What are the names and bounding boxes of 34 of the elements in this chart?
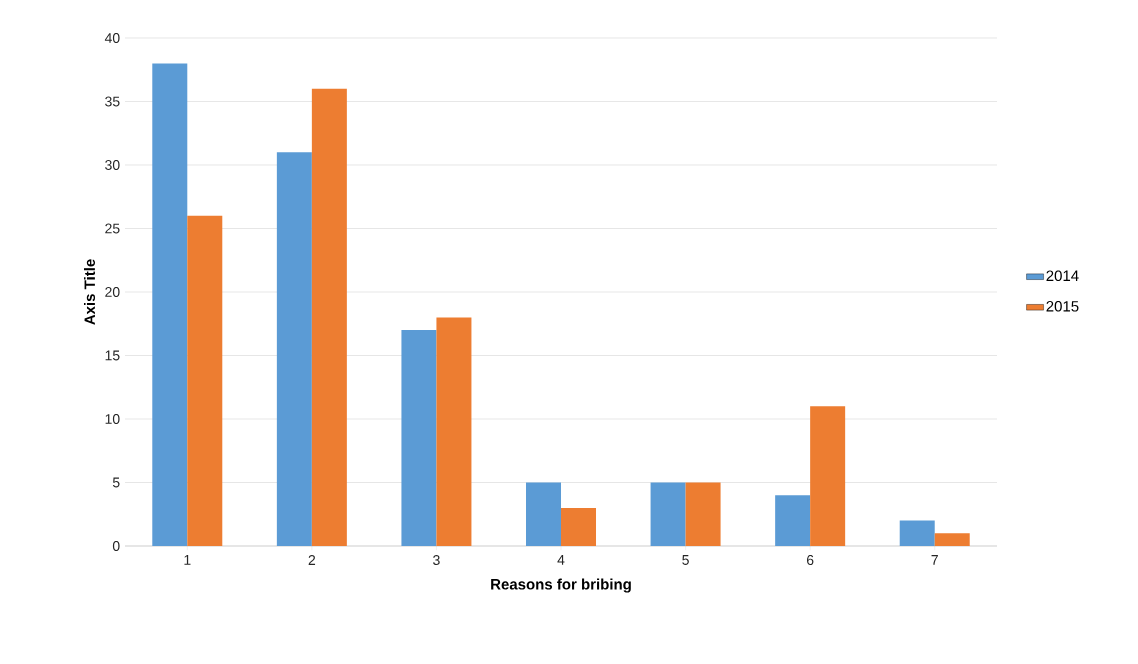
bar (152, 63, 188, 546)
y-tick-label: 15 (105, 350, 120, 361)
x-tick-label: 5 (682, 555, 689, 565)
bar (899, 520, 935, 546)
bar (810, 406, 846, 546)
bar (187, 215, 223, 546)
x-tick-label: 4 (557, 555, 565, 565)
legend-label: 2015 (1046, 301, 1079, 312)
bar (934, 533, 970, 546)
x-tick-label: 2 (308, 555, 316, 565)
bar (276, 152, 312, 546)
y-tick-label: 20 (105, 287, 120, 297)
y-tick-label: 30 (105, 160, 120, 170)
x-tick-label: 3 (433, 555, 440, 566)
bar (650, 482, 686, 546)
bar (401, 330, 437, 546)
x-axis-title: Reasons for bribing (491, 578, 631, 593)
bar (436, 317, 472, 546)
x-tick-label: 1 (184, 555, 191, 565)
y-tick-label: 40 (104, 33, 120, 43)
bar (685, 482, 721, 546)
bar (526, 482, 561, 546)
y-tick-label: 35 (105, 96, 120, 107)
bar (311, 88, 347, 546)
y-tick-label: 0 (112, 541, 120, 551)
y-axis-title: Axis Title (84, 259, 96, 325)
bar (775, 495, 811, 546)
x-tick-label: 6 (806, 555, 814, 566)
y-tick-label: 10 (105, 414, 120, 424)
legend-label: 2014 (1046, 270, 1079, 282)
y-tick-label: 25 (105, 223, 120, 234)
x-tick-label: 7 (931, 555, 938, 565)
y-tick-label: 5 (112, 477, 120, 488)
bar (561, 507, 596, 546)
